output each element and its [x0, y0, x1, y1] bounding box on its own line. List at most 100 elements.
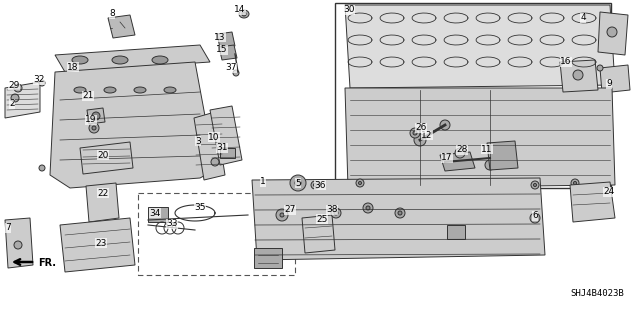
Text: 32: 32 [33, 76, 45, 85]
Ellipse shape [242, 12, 246, 16]
Bar [447, 225, 465, 239]
Polygon shape [217, 32, 235, 48]
Ellipse shape [14, 241, 22, 249]
Text: 29: 29 [8, 80, 20, 90]
Polygon shape [600, 65, 630, 93]
Polygon shape [487, 141, 518, 170]
Text: 24: 24 [604, 188, 614, 197]
Ellipse shape [597, 65, 603, 71]
Bar [254, 248, 282, 268]
Ellipse shape [316, 230, 320, 234]
Ellipse shape [485, 160, 495, 170]
Ellipse shape [413, 131, 417, 135]
Polygon shape [598, 12, 628, 55]
Ellipse shape [366, 206, 370, 210]
Polygon shape [50, 62, 215, 188]
Ellipse shape [356, 179, 364, 187]
Text: 15: 15 [216, 46, 228, 55]
Text: 31: 31 [216, 144, 228, 152]
Ellipse shape [440, 120, 450, 130]
Polygon shape [345, 5, 615, 88]
Text: 3: 3 [195, 137, 201, 145]
Text: 16: 16 [560, 57, 572, 66]
Polygon shape [60, 218, 135, 272]
Text: 7: 7 [5, 224, 11, 233]
Text: 33: 33 [166, 219, 178, 228]
Ellipse shape [239, 10, 249, 18]
Ellipse shape [312, 226, 324, 238]
Ellipse shape [134, 87, 146, 93]
Text: 5: 5 [295, 179, 301, 188]
Polygon shape [5, 218, 33, 268]
Text: 11: 11 [481, 145, 493, 153]
Polygon shape [252, 178, 545, 260]
Polygon shape [55, 45, 210, 72]
Ellipse shape [530, 213, 540, 223]
Ellipse shape [334, 211, 338, 215]
Ellipse shape [410, 128, 420, 138]
Text: 14: 14 [234, 5, 246, 14]
Text: 23: 23 [95, 239, 107, 248]
Bar [335, 3, 611, 188]
Text: 6: 6 [532, 211, 538, 220]
Ellipse shape [573, 182, 577, 184]
Ellipse shape [11, 94, 19, 102]
Polygon shape [108, 15, 135, 38]
Text: 4: 4 [580, 13, 586, 23]
Ellipse shape [455, 148, 465, 158]
Ellipse shape [280, 213, 284, 217]
Ellipse shape [534, 183, 536, 187]
Ellipse shape [314, 183, 317, 187]
Ellipse shape [295, 180, 301, 186]
Polygon shape [194, 112, 225, 180]
Ellipse shape [39, 80, 45, 86]
Text: 8: 8 [109, 10, 115, 19]
Bar [220, 148, 235, 158]
Text: 38: 38 [326, 205, 338, 214]
Text: 37: 37 [225, 63, 237, 72]
Text: 9: 9 [606, 79, 612, 88]
Text: 21: 21 [83, 92, 93, 100]
Polygon shape [560, 60, 598, 92]
Text: FR.: FR. [38, 258, 56, 268]
Polygon shape [345, 88, 615, 188]
Ellipse shape [39, 165, 45, 171]
Ellipse shape [571, 179, 579, 187]
Ellipse shape [311, 181, 319, 189]
Bar [138, 193, 295, 275]
Ellipse shape [358, 182, 362, 184]
Text: 17: 17 [441, 153, 452, 162]
Ellipse shape [92, 112, 100, 120]
Text: 19: 19 [85, 115, 97, 124]
Text: 35: 35 [195, 203, 205, 211]
Ellipse shape [211, 158, 219, 166]
Text: 1: 1 [260, 177, 266, 187]
Text: 26: 26 [415, 123, 427, 132]
Polygon shape [440, 152, 475, 171]
Ellipse shape [290, 175, 306, 191]
Text: 30: 30 [343, 5, 355, 14]
Text: 12: 12 [421, 130, 433, 139]
Polygon shape [86, 183, 119, 222]
Ellipse shape [233, 70, 239, 76]
Polygon shape [570, 182, 615, 222]
Text: 22: 22 [97, 189, 109, 197]
Polygon shape [5, 82, 40, 118]
Text: 10: 10 [208, 132, 220, 142]
Text: 18: 18 [67, 63, 79, 71]
Ellipse shape [414, 134, 426, 146]
Ellipse shape [152, 56, 168, 64]
Text: SHJ4B4023B: SHJ4B4023B [570, 289, 624, 298]
Ellipse shape [531, 181, 539, 189]
Polygon shape [302, 215, 335, 253]
Ellipse shape [72, 56, 88, 64]
Ellipse shape [607, 27, 617, 37]
Ellipse shape [112, 56, 128, 64]
Ellipse shape [89, 123, 99, 133]
Text: 27: 27 [284, 205, 296, 214]
Ellipse shape [395, 208, 405, 218]
Ellipse shape [398, 211, 402, 215]
Polygon shape [210, 106, 242, 165]
Text: 28: 28 [456, 145, 468, 154]
Ellipse shape [331, 208, 341, 218]
